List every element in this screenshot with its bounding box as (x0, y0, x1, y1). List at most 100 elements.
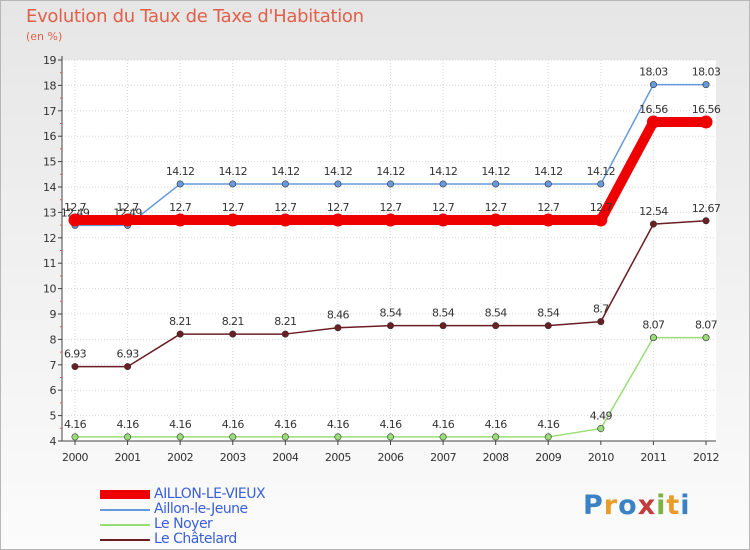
data-label: 14.12 (271, 165, 300, 178)
data-point (281, 180, 289, 188)
y-tick-label: 19 (43, 54, 56, 67)
data-point (173, 213, 187, 227)
data-label: 18.03 (692, 66, 721, 79)
y-tick-label: 15 (43, 156, 56, 169)
legend-item-le-chatelard: Le Châtelard (100, 532, 237, 547)
logo-letter: P (583, 490, 604, 521)
y-axis-unit: (en %) (26, 30, 63, 43)
data-point (544, 433, 552, 441)
data-point (384, 213, 397, 227)
y-tick-label: 6 (50, 384, 57, 397)
data-label: 18.03 (639, 66, 668, 79)
legend-label-aillon-le-vieux: AILLON-LE-VIEUX (154, 486, 266, 502)
data-point (489, 213, 503, 227)
data-label: 8.7 (593, 303, 609, 316)
series-le-chatelard: 6.93 6.93 8.21 8.21 8.21 8.46 8.54 8.54 8.54 8.54… (64, 202, 721, 371)
legend-label-aillon-le-jeune: Aillon-le-Jeune (154, 501, 248, 517)
legend-swatch-aillon-le-jeune (100, 508, 150, 511)
data-point (334, 180, 342, 188)
data-point (649, 81, 657, 89)
legend-swatch-aillon-le-vieux (100, 490, 150, 499)
x-tick-label: 2006 (378, 451, 404, 464)
data-point (121, 213, 135, 227)
data-label: 4.16 (537, 418, 560, 431)
data-label: 4.49 (590, 410, 613, 423)
data-label: 8.54 (537, 307, 560, 320)
data-label: 6.93 (64, 348, 87, 361)
legend-item-aillon-le-vieux: AILLON-LE-VIEUX (100, 486, 266, 502)
legend-item-le-noyer: Le Noyer (100, 516, 213, 532)
data-point (386, 322, 394, 330)
y-tick-label: 11 (43, 257, 56, 270)
data-label: 14.12 (481, 165, 510, 178)
data-point (226, 213, 240, 227)
x-tick-label: 2002 (167, 451, 193, 464)
data-label: 12.7 (379, 201, 402, 214)
data-label: 8.07 (695, 319, 718, 332)
data-label: 8.54 (485, 307, 508, 320)
y-tick-label: 5 (50, 410, 57, 423)
proxiti-logo: Proxiti (583, 490, 691, 521)
data-label: 8.07 (642, 319, 665, 332)
data-label: 14.12 (534, 165, 563, 178)
x-tick-label: 2007 (430, 451, 456, 464)
logo-letter: o (618, 490, 638, 521)
data-point (649, 334, 657, 342)
data-label: 14.12 (324, 165, 353, 178)
logo-letter: i (680, 490, 691, 521)
x-tick-label: 2004 (272, 451, 298, 464)
data-point (229, 330, 237, 338)
legend-item-aillon-le-jeune: Aillon-le-Jeune (100, 502, 248, 517)
data-label: 8.21 (222, 315, 244, 328)
x-tick-label: 2005 (325, 451, 351, 464)
x-tick-label: 2012 (693, 451, 719, 464)
data-label: 14.12 (219, 165, 248, 178)
data-label: 14.12 (166, 165, 195, 178)
data-point (386, 180, 394, 188)
data-label: 8.54 (432, 307, 455, 320)
data-point (68, 213, 82, 227)
data-point (124, 363, 132, 371)
data-label: 4.16 (432, 418, 455, 431)
data-point (176, 180, 184, 188)
data-point (436, 213, 450, 227)
data-point (386, 433, 394, 441)
y-tick-label: 10 (43, 283, 56, 296)
data-point (439, 322, 447, 330)
logo-letter: t (666, 490, 681, 521)
data-point (597, 425, 605, 433)
x-tick-label: 2008 (483, 451, 509, 464)
plot-area (62, 60, 716, 441)
data-point (702, 217, 710, 225)
y-tick-label: 16 (43, 130, 56, 143)
x-tick-label: 2009 (535, 451, 561, 464)
data-point (281, 433, 289, 441)
data-point (229, 433, 237, 441)
data-label: 4.16 (274, 418, 297, 431)
data-label: 12.7 (169, 201, 192, 214)
data-point (699, 115, 713, 129)
legend-swatch-le-noyer (100, 523, 150, 526)
data-point (176, 433, 184, 441)
data-label: 4.16 (64, 418, 87, 431)
data-label: 4.16 (222, 418, 245, 431)
y-tick-label: 4 (50, 435, 57, 448)
data-point (71, 433, 79, 441)
data-point (71, 363, 79, 371)
x-tick-label: 2001 (115, 451, 141, 464)
data-point (702, 334, 710, 342)
y-tick-label: 8 (50, 333, 57, 346)
data-point (492, 180, 500, 188)
data-label: 12.7 (64, 201, 87, 214)
x-tick-label: 2003 (220, 451, 246, 464)
data-label: 8.21 (169, 315, 191, 328)
data-label: 12.7 (485, 201, 508, 214)
data-label: 14.12 (376, 165, 405, 178)
legend-label-le-noyer: Le Noyer (154, 516, 213, 532)
data-point (334, 433, 342, 441)
logo-letter: i (656, 490, 667, 521)
data-label: 4.16 (169, 418, 192, 431)
data-label: 12.7 (327, 201, 350, 214)
data-point (544, 322, 552, 330)
